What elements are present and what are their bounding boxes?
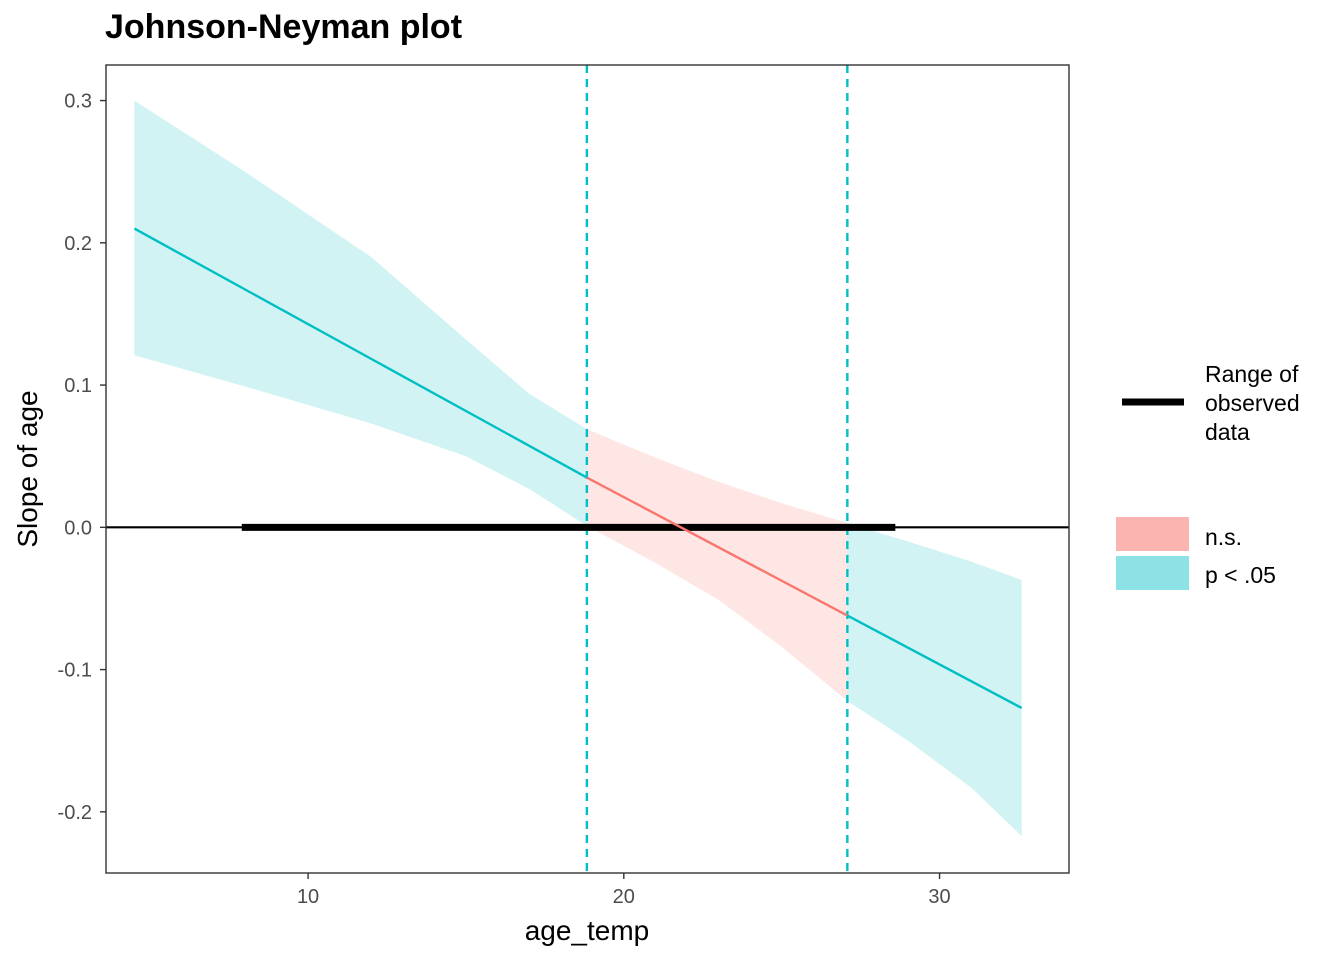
x-axis: 10 20 30 [297,873,951,908]
slope-line-1 [133,227,588,479]
confidence-band-2 [586,429,848,701]
y-tick-label: 0.0 [64,517,92,539]
x-tick-label: 20 [613,886,635,908]
y-tick-label: -0.1 [58,660,92,682]
x-tick-label: 10 [297,886,319,908]
legend-sig-key [1116,556,1189,590]
x-axis-title: age_temp [525,915,650,946]
legend: Range of observed data n.s. p < .05 [1116,361,1300,590]
legend-ns-label: n.s. [1205,524,1242,550]
slope-line-3 [846,614,1023,710]
legend-ns-key [1116,517,1189,551]
legend-range-label-1: Range of [1205,361,1299,387]
confidence-bands [134,100,1022,837]
confidence-band-1 [134,100,587,526]
y-tick-label: -0.2 [58,802,92,824]
legend-sig-label: p < .05 [1205,562,1276,588]
y-tick-label: 0.3 [64,91,92,113]
legend-range-label-2: observed [1205,390,1300,416]
chart-title: Johnson-Neyman plot [105,8,463,46]
slope-line-2 [586,476,848,617]
y-axis-title: Slope of age [12,390,43,547]
y-tick-label: 0.2 [64,233,92,255]
x-tick-label: 30 [928,886,950,908]
plot-panel-border [105,64,1070,874]
legend-range-label-3: data [1205,419,1250,445]
y-axis: -0.2 -0.1 0.0 0.1 0.2 0.3 [58,91,106,824]
y-tick-label: 0.1 [64,375,92,397]
confidence-band-3 [847,523,1022,837]
slope-lines [133,227,1023,710]
johnson-neyman-bounds [585,65,849,873]
